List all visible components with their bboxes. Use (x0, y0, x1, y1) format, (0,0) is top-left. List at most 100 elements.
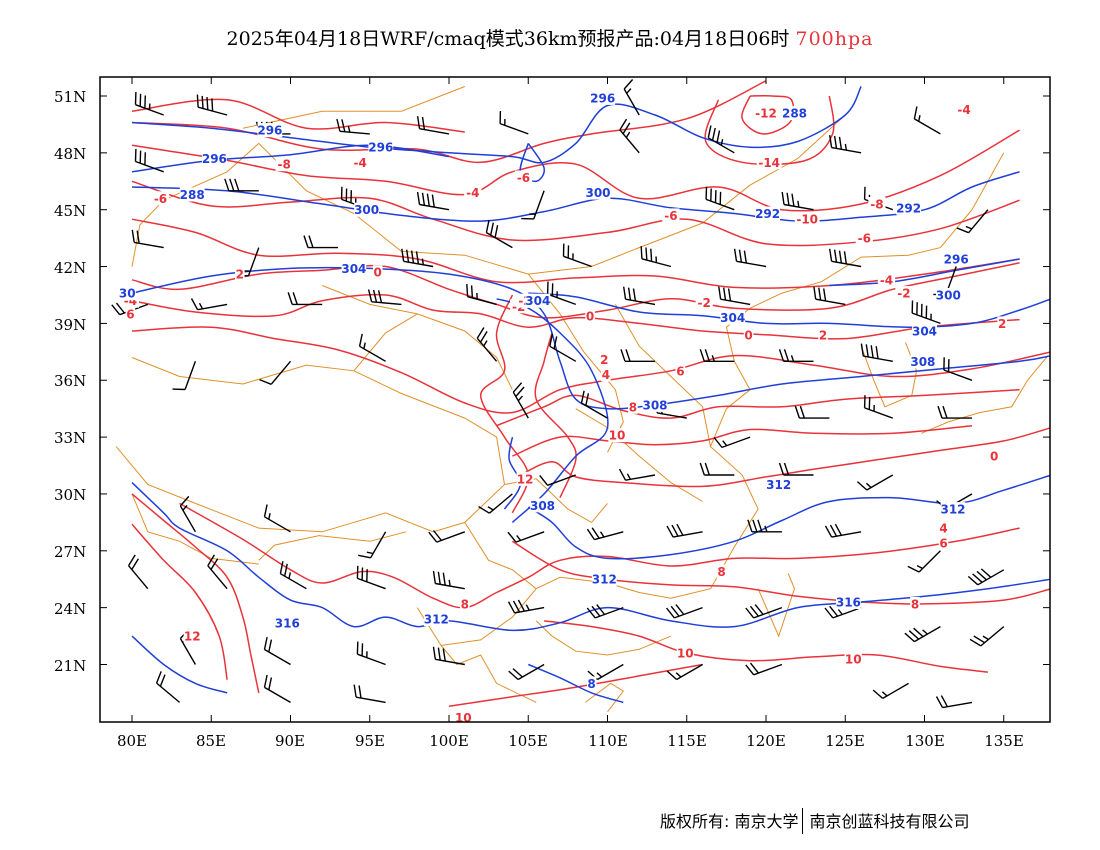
temperature-contour (131, 523, 228, 680)
contour-label-halo (912, 324, 937, 338)
wind-barb-flag (870, 345, 874, 358)
wind-barb-half-flag (965, 225, 973, 230)
wind-barb-flag (781, 191, 785, 205)
wind-barb-flag (507, 601, 516, 614)
wind-barb (778, 462, 814, 476)
temperature-contour (519, 427, 1050, 488)
temperature-contour (131, 326, 1050, 414)
wind-barb-half-flag (347, 125, 351, 133)
temperature-contour-label: 10 (455, 711, 472, 725)
wind-barb-half-flag (711, 355, 715, 362)
contour-label-halo (766, 477, 792, 492)
wind-barb-half-flag (268, 513, 271, 520)
wind-barb-flag (416, 191, 421, 205)
wind-barb-flag (972, 573, 983, 583)
wind-barb-half-flag (916, 564, 924, 570)
temperature-contour (544, 620, 988, 673)
wind-barb-flag (833, 135, 838, 149)
contour-label-halo (989, 449, 999, 464)
temperature-contour-label: 8 (629, 400, 637, 414)
temperature-contour (448, 663, 703, 707)
temperature-contour-label: -4 (354, 156, 367, 170)
wind-barb (872, 682, 909, 700)
wind-barb (824, 523, 862, 538)
wind-barb (508, 663, 545, 681)
wind-barb-flag (190, 298, 199, 311)
wind-barb-flag (907, 565, 920, 573)
temperature-contour (741, 94, 795, 135)
height-contour-label: 316 (836, 596, 861, 610)
wind-barb (478, 493, 513, 514)
height-contour-label: 296 (257, 124, 282, 138)
wind-barb-flag (627, 287, 632, 301)
wind-barb-flag (494, 225, 499, 238)
wind-barb-flag (553, 336, 558, 349)
wind-barb-flag (813, 286, 817, 300)
wind-barb-staff (619, 129, 640, 154)
contour-label-halo (183, 629, 201, 644)
wind-barb-flag (865, 344, 869, 358)
temperature-contour (131, 493, 260, 694)
wind-barb-flag (749, 605, 759, 617)
wind-barb (747, 519, 782, 533)
wind-barb-flag (159, 674, 166, 687)
wind-barb (619, 118, 640, 154)
contour-label-halo (997, 316, 1007, 331)
wind-barb-flag (206, 97, 209, 110)
wind-barb-staff (207, 565, 228, 590)
wind-barb-flag (622, 122, 631, 135)
wind-barb-half-flag (626, 473, 632, 480)
wind-barb-half-flag (363, 342, 366, 349)
temperature-contour-label: -6 (517, 171, 530, 185)
wind-barb-staff (533, 190, 545, 220)
wind-barb-flag (210, 558, 219, 570)
wind-barb (562, 243, 592, 268)
wind-barb-flag (980, 568, 992, 578)
wind-barb-flag (268, 677, 273, 691)
wind-barb (336, 118, 370, 135)
temperature-contour-label: -8 (278, 158, 291, 172)
lat-label-33n: 33N (54, 429, 86, 447)
contour-label-layer: -12-14-4-8-4-6-4-6-6-10-8-62-460-2-2-200… (118, 90, 1007, 725)
wind-barb-flag (586, 528, 595, 540)
wind-barb (263, 504, 291, 533)
wind-barb (207, 554, 228, 590)
wind-barb (718, 286, 751, 306)
wind-barb (466, 284, 497, 306)
temperature-contour-label: -4 (466, 186, 479, 200)
wind-barb-flag (517, 599, 526, 612)
height-contour-label: 296 (944, 253, 969, 267)
wind-barb-half-flag (625, 131, 631, 138)
wind-barb (699, 349, 735, 362)
lon-label-95e: 95E (355, 732, 385, 750)
lat-label-48n: 48N (54, 145, 86, 163)
temperature-contour (131, 293, 1020, 340)
wind-barb-flag (829, 524, 838, 537)
wind-barb-flag (476, 327, 485, 339)
wind-barb-flag (699, 349, 705, 362)
wind-barb-half-flag (722, 440, 728, 447)
wind-barb-flag (224, 178, 230, 192)
wind-barb-flag (838, 136, 843, 150)
wind-barb-half-flag (448, 579, 451, 587)
boundary-line (527, 273, 624, 453)
wind-barb-flag (778, 462, 785, 476)
wind-barb-staff (882, 682, 909, 700)
wind-barb (935, 695, 973, 709)
wind-barb-flag (207, 554, 215, 567)
wind-barb-flag (973, 635, 985, 644)
wind-barb (428, 530, 466, 543)
wind-barb-flag (718, 286, 722, 300)
contour-label-halo (351, 155, 369, 170)
wind-barb-flag (783, 462, 790, 476)
height-contour-label: 316 (275, 616, 300, 630)
wind-barb-staff (247, 247, 260, 277)
temperature-contour (131, 129, 1020, 212)
wind-barb-flag (284, 563, 288, 577)
wind-barb (913, 106, 941, 135)
contour-label-halo (179, 187, 205, 202)
temperature-contour-label: 8 (461, 597, 469, 611)
wind-barb-flag (263, 674, 268, 688)
company-name: 南京创蓝科技有限公司 (809, 812, 970, 831)
wind-barb-flag (904, 632, 915, 643)
